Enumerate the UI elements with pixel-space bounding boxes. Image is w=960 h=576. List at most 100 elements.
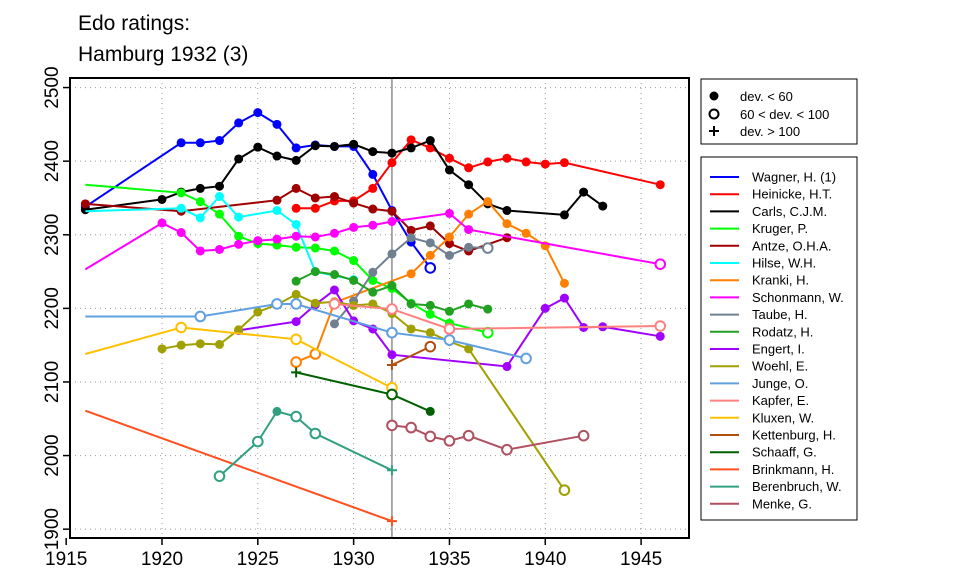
- y-tick-label: 2000: [42, 434, 63, 476]
- data-point-filled: [214, 339, 224, 349]
- data-point-filled: [272, 406, 282, 416]
- data-point-filled: [444, 306, 454, 316]
- data-point-filled: [291, 155, 301, 165]
- data-point-filled: [368, 183, 378, 193]
- series-legend: Wagner, H. (1) Heinicke, H.T. Carls, C.J.M…: [710, 170, 844, 511]
- data-point-filled: [349, 256, 359, 266]
- data-point-open: [386, 326, 398, 339]
- y-tick-label: 2300: [42, 214, 63, 256]
- series-16: [386, 340, 437, 371]
- data-point-filled: [310, 141, 320, 151]
- data-point-plus: [386, 516, 397, 527]
- data-point-open: [213, 470, 226, 482]
- data-point-filled: [387, 350, 397, 360]
- data-point-filled: [214, 191, 224, 201]
- data-point-filled: [425, 136, 435, 146]
- data-point-open: [290, 298, 302, 310]
- data-point-filled: [655, 180, 665, 190]
- series-line: [295, 371, 431, 413]
- data-point-filled: [444, 250, 454, 260]
- data-point-filled: [272, 234, 282, 244]
- data-point-filled: [444, 153, 454, 163]
- series-group: [80, 108, 667, 527]
- legend-label: Kranki, H.: [752, 273, 809, 288]
- data-point-open: [501, 443, 513, 456]
- data-point-filled: [464, 163, 474, 173]
- data-point-filled: [502, 205, 512, 215]
- data-point-filled: [272, 205, 282, 215]
- data-point-open: [405, 421, 417, 434]
- data-point-open: [424, 430, 437, 443]
- data-point-filled: [425, 309, 435, 319]
- series-8: [84, 208, 667, 271]
- data-point-filled: [310, 232, 320, 242]
- data-point-filled: [157, 344, 167, 354]
- data-point-filled: [291, 289, 301, 299]
- series-line: [84, 409, 393, 523]
- legend-label: Kapfer, E.: [752, 393, 809, 408]
- data-point-filled: [157, 218, 167, 228]
- data-point-open: [328, 298, 341, 310]
- data-point-filled: [521, 157, 531, 167]
- marker-legend-filled-symbol: [709, 91, 719, 101]
- data-point-filled: [368, 287, 378, 297]
- data-point-open: [386, 388, 398, 401]
- legend-label: Brinkmann, H.: [752, 462, 834, 477]
- data-point-filled: [425, 328, 435, 338]
- data-point-filled: [502, 153, 512, 163]
- y-tick-label: 2100: [42, 361, 63, 403]
- data-point-open: [290, 333, 302, 346]
- series-13: [85, 298, 532, 365]
- data-point-filled: [234, 325, 244, 335]
- data-point-filled: [464, 242, 474, 252]
- y-tick-label: 2500: [42, 66, 63, 108]
- data-point-filled: [444, 239, 454, 249]
- data-point-filled: [464, 180, 474, 190]
- data-point-filled: [291, 219, 301, 229]
- data-point-filled: [464, 209, 474, 219]
- data-point-filled: [444, 208, 454, 218]
- data-point-filled: [406, 299, 416, 309]
- data-point-filled: [214, 209, 224, 219]
- data-point-open: [290, 356, 302, 368]
- data-point-filled: [464, 344, 474, 354]
- data-point-filled: [234, 154, 244, 164]
- data-point-filled: [483, 197, 493, 207]
- legend-label: Heinicke, H.T.: [752, 187, 832, 202]
- data-point-filled: [368, 169, 378, 179]
- data-point-filled: [234, 118, 244, 128]
- data-point-filled: [176, 228, 186, 238]
- data-point-filled: [329, 285, 339, 295]
- data-point-filled: [483, 157, 493, 167]
- x-tick-label: 1945: [620, 549, 662, 570]
- series-10: [291, 267, 493, 316]
- data-point-filled: [425, 406, 435, 416]
- data-point-filled: [176, 203, 186, 213]
- data-point-open: [386, 419, 398, 432]
- data-point-filled: [406, 225, 416, 235]
- data-point-filled: [272, 119, 282, 129]
- data-point-filled: [195, 213, 205, 223]
- data-point-filled: [655, 331, 665, 341]
- data-point-filled: [521, 228, 531, 238]
- data-point-filled: [387, 158, 397, 168]
- data-point-filled: [253, 307, 263, 317]
- series-17: [291, 367, 435, 416]
- data-point-filled: [234, 239, 244, 249]
- data-point-filled: [387, 281, 397, 291]
- data-point-filled: [540, 159, 550, 169]
- data-point-filled: [502, 219, 512, 229]
- legend-label: Kettenburg, H.: [752, 428, 836, 443]
- x-tick-label: 1915: [45, 549, 87, 570]
- x-tick-label: 1925: [237, 549, 279, 570]
- series-line: [218, 410, 393, 477]
- data-point-open: [290, 410, 302, 423]
- marker-legend-plus-symbol: [709, 126, 719, 136]
- data-point-filled: [368, 267, 378, 277]
- x-tick-label: 1940: [524, 549, 566, 570]
- data-point-open: [481, 242, 494, 254]
- data-point-open: [654, 258, 667, 271]
- data-point-filled: [329, 270, 339, 280]
- data-point-filled: [502, 362, 512, 372]
